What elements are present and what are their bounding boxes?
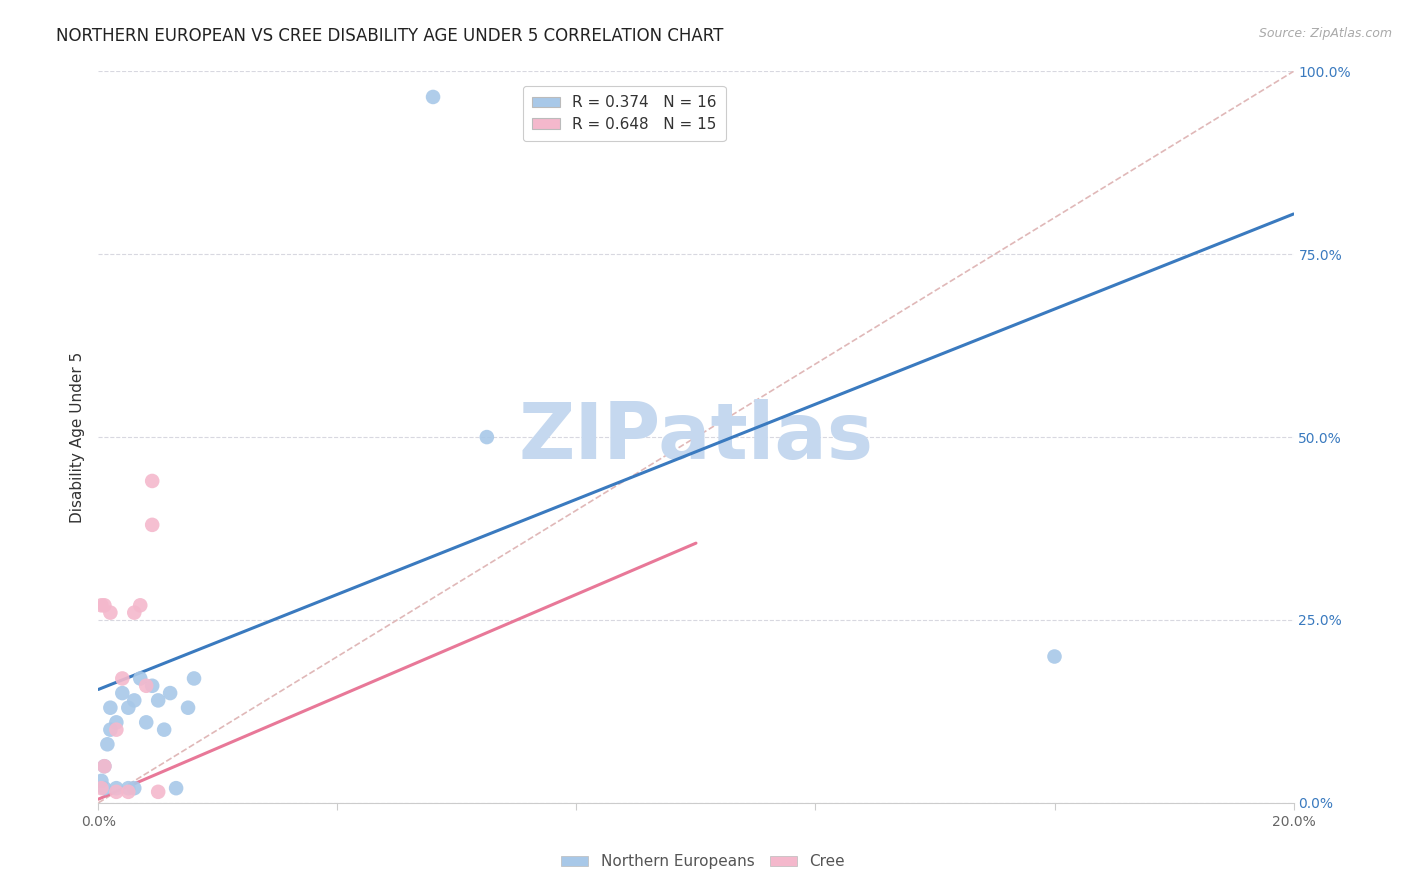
Text: ZIPatlas: ZIPatlas	[519, 399, 873, 475]
Point	[183, 672, 205, 686]
Point	[129, 599, 152, 613]
Point	[135, 715, 157, 730]
Point	[129, 672, 152, 686]
Legend: R = 0.374   N = 16, R = 0.648   N = 15: R = 0.374 N = 16, R = 0.648 N = 15	[523, 87, 725, 141]
Point	[153, 723, 176, 737]
Point	[111, 686, 134, 700]
Point	[117, 781, 139, 796]
Point	[93, 781, 115, 796]
Point	[105, 715, 128, 730]
Point	[117, 785, 139, 799]
Point	[90, 781, 112, 796]
Point	[1043, 649, 1066, 664]
Point	[177, 700, 200, 714]
Point	[90, 599, 112, 613]
Point	[475, 430, 498, 444]
Point	[93, 759, 115, 773]
Point	[93, 759, 115, 773]
Point	[117, 700, 139, 714]
Text: Source: ZipAtlas.com: Source: ZipAtlas.com	[1258, 27, 1392, 40]
Point	[159, 686, 181, 700]
Point	[100, 700, 122, 714]
Point	[141, 679, 163, 693]
Point	[105, 785, 128, 799]
Point	[93, 599, 115, 613]
Point	[105, 781, 128, 796]
Point	[111, 672, 134, 686]
Point	[124, 693, 146, 707]
Point	[148, 693, 170, 707]
Y-axis label: Disability Age Under 5: Disability Age Under 5	[70, 351, 86, 523]
Point	[135, 679, 157, 693]
Point	[148, 785, 170, 799]
Point	[96, 737, 118, 751]
Point	[100, 606, 122, 620]
Point	[141, 517, 163, 532]
Point	[422, 90, 444, 104]
Legend: Northern Europeans, Cree: Northern Europeans, Cree	[555, 848, 851, 875]
Point	[124, 606, 146, 620]
Point	[105, 723, 128, 737]
Point	[100, 723, 122, 737]
Point	[541, 90, 564, 104]
Point	[141, 474, 163, 488]
Text: NORTHERN EUROPEAN VS CREE DISABILITY AGE UNDER 5 CORRELATION CHART: NORTHERN EUROPEAN VS CREE DISABILITY AGE…	[56, 27, 724, 45]
Point	[124, 781, 146, 796]
Point	[90, 773, 112, 788]
Point	[165, 781, 187, 796]
